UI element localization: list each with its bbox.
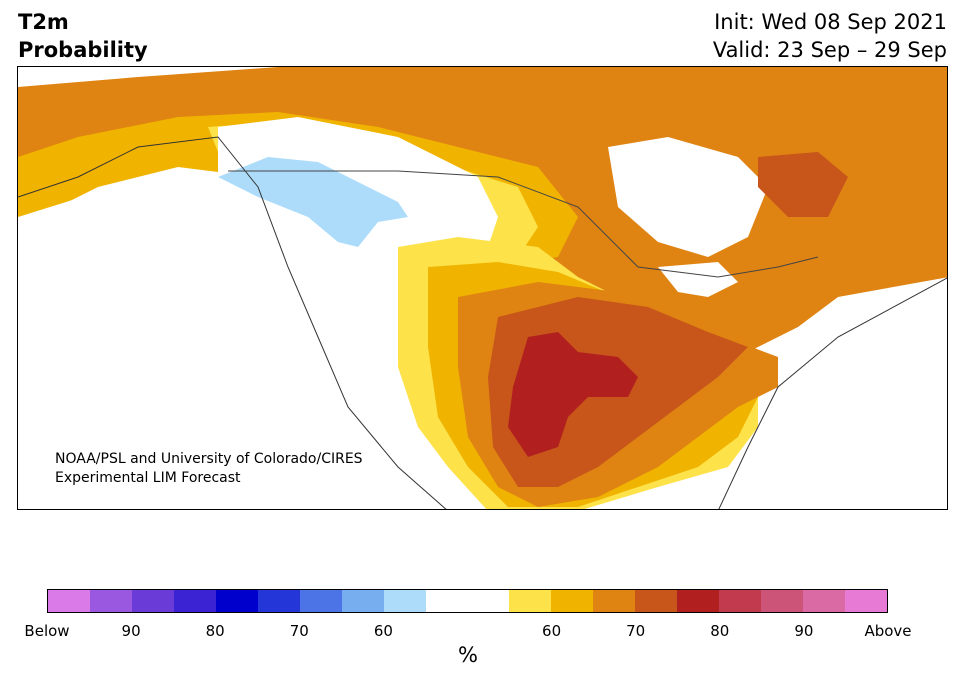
colorbar-tick-label: 90 bbox=[121, 622, 141, 640]
colorbar-tick-label: 80 bbox=[710, 622, 730, 640]
map-graphic bbox=[18, 67, 947, 509]
colorbar-tick-label: Below bbox=[24, 622, 70, 640]
colorbar-swatch bbox=[677, 590, 720, 612]
credit-line-2: Experimental LIM Forecast bbox=[55, 470, 241, 486]
title-line-1: T2m bbox=[18, 10, 69, 34]
title-line-2: Probability bbox=[18, 38, 148, 62]
colorbar-swatch bbox=[509, 590, 552, 612]
colorbar-swatch bbox=[551, 590, 594, 612]
colorbar-swatch bbox=[635, 590, 678, 612]
colorbar-tick-label: 70 bbox=[289, 622, 309, 640]
region-red-core bbox=[508, 332, 638, 457]
colorbar-swatch bbox=[299, 590, 342, 612]
colorbar-tick-label: Above bbox=[864, 622, 912, 640]
date-info: Init: Wed 08 Sep 2021 Valid: 23 Sep – 29… bbox=[713, 8, 947, 64]
init-date: Init: Wed 08 Sep 2021 bbox=[714, 10, 947, 34]
coastline bbox=[18, 136, 947, 509]
valid-range: Valid: 23 Sep – 29 Sep bbox=[712, 38, 947, 62]
great-lakes bbox=[658, 262, 738, 297]
colorbar-tick-label: 60 bbox=[373, 622, 393, 640]
colorbar-swatch bbox=[48, 590, 90, 612]
colorbar-swatch bbox=[257, 590, 300, 612]
probability-map bbox=[17, 66, 948, 510]
colorbar-swatch bbox=[383, 590, 426, 612]
colorbar-swatch bbox=[425, 590, 468, 612]
region-light-blue bbox=[218, 157, 408, 247]
credit-text: NOAA/PSL and University of Colorado/CIRE… bbox=[55, 450, 363, 488]
map-title: T2m Probability bbox=[18, 8, 148, 64]
colorbar bbox=[47, 589, 888, 613]
credit-line-1: NOAA/PSL and University of Colorado/CIRE… bbox=[55, 451, 363, 467]
colorbar-tick-label: 70 bbox=[626, 622, 646, 640]
region-dark-orange-quebec bbox=[758, 152, 848, 217]
colorbar-swatch bbox=[719, 590, 762, 612]
colorbar-swatch bbox=[593, 590, 636, 612]
colorbar-swatch bbox=[467, 590, 510, 612]
colorbar-swatch bbox=[89, 590, 132, 612]
us-canada-border bbox=[228, 170, 819, 278]
colorbar-tick-label: 80 bbox=[205, 622, 225, 640]
colorbar-unit: % bbox=[458, 643, 478, 667]
colorbar-swatch bbox=[131, 590, 174, 612]
pacific-ocean bbox=[18, 177, 426, 509]
colorbar-swatch bbox=[215, 590, 258, 612]
colorbar-swatch bbox=[173, 590, 216, 612]
atlantic-ocean bbox=[718, 297, 947, 509]
colorbar-tick-label: 90 bbox=[794, 622, 814, 640]
colorbar-swatch bbox=[341, 590, 384, 612]
hudson-bay bbox=[608, 137, 768, 257]
colorbar-swatch bbox=[761, 590, 804, 612]
colorbar-tick-label: 60 bbox=[542, 622, 562, 640]
colorbar-swatch bbox=[845, 590, 888, 612]
colorbar-swatch bbox=[803, 590, 846, 612]
